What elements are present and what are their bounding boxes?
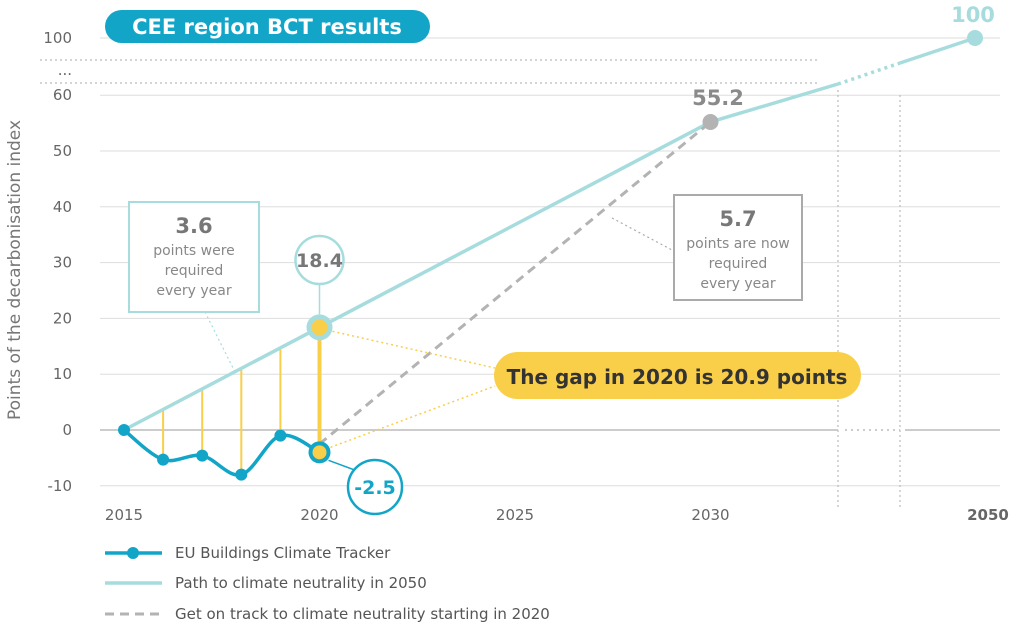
y-tick-label: 20: [53, 309, 72, 327]
callout-connector: [204, 311, 236, 373]
path-line: [123, 120, 712, 432]
label-now-text: required: [709, 256, 768, 272]
grid: [40, 37, 1000, 510]
y-tick-label: 60: [53, 86, 72, 104]
legend-label: Path to climate neutrality in 2050: [175, 574, 427, 592]
path-point-2020-inner: [311, 319, 328, 336]
tracker-point: [118, 424, 130, 436]
x-tick-label: 2050: [967, 506, 1009, 524]
path-line: [899, 36, 976, 65]
tracker-point: [235, 468, 248, 481]
gap-pill: [494, 352, 861, 399]
label-2030-value: 55.2: [692, 86, 744, 110]
tracker-point-2020-inner: [312, 445, 327, 460]
callout-required-box: [128, 201, 260, 313]
tracker-line: [122, 428, 321, 477]
series: [118, 30, 983, 481]
callout-minus-2-5: [346, 458, 404, 516]
label-now-text: every year: [700, 276, 775, 292]
y-tick-label: ...: [58, 61, 72, 79]
gap-label: The gap in 2020 is 20.9 points: [507, 365, 848, 389]
label-required-text: every year: [156, 283, 231, 299]
x-tick-label: 2030: [691, 506, 729, 524]
y-tick-label: 10: [53, 365, 72, 383]
tracker-point: [196, 449, 209, 462]
label-2020-tracker-value: -2.5: [354, 477, 396, 499]
label-2050-value: 100: [951, 3, 995, 27]
label-now-text: points are now: [686, 236, 789, 252]
gap-connector: [330, 385, 496, 449]
label-required-text: required: [165, 263, 224, 279]
label-2020-path-value: 18.4: [296, 250, 343, 272]
y-tick-label: 40: [53, 198, 72, 216]
path-line-break: [837, 61, 901, 86]
legend-label: EU Buildings Climate Tracker: [175, 544, 391, 562]
chart-title-badge: CEE region BCT results: [105, 10, 430, 43]
callout-now-box: [673, 194, 803, 301]
legend-label: Get on track to climate neutrality start…: [175, 605, 550, 623]
y-axis-label: Points of the decarbonisation index: [5, 120, 25, 420]
path-line: [710, 82, 839, 124]
callout-connector: [611, 217, 673, 251]
chart-title: CEE region BCT results: [132, 15, 402, 39]
x-tick-label: 2020: [300, 506, 338, 524]
x-tick-label: 2015: [105, 506, 143, 524]
callout-18-4: [294, 234, 345, 286]
point-2030: [702, 113, 719, 130]
label-required-value: 3.6: [175, 214, 212, 238]
label-now-value: 5.7: [719, 207, 756, 231]
tracker-point: [274, 429, 287, 442]
y-tick-label: 0: [62, 421, 72, 439]
annotations: 55.2 100 18.4 -2.5 3.6 points were required eve…: [128, 3, 995, 516]
y-tick-label: 100: [43, 29, 72, 47]
y-tick-label: -10: [48, 477, 73, 495]
y-tick-label: 30: [53, 254, 72, 272]
y-tick-label: 50: [53, 142, 72, 160]
tracker-point: [157, 453, 170, 466]
legend-swatch-tracker-marker: [127, 547, 139, 559]
label-required-text: points were: [153, 243, 235, 259]
x-tick-label: 2025: [496, 506, 534, 524]
gap-connector: [332, 330, 496, 369]
legend: EU Buildings Climate Tracker Path to clim…: [105, 544, 550, 623]
dashed-line: [318, 120, 712, 446]
point-2050: [967, 30, 983, 46]
